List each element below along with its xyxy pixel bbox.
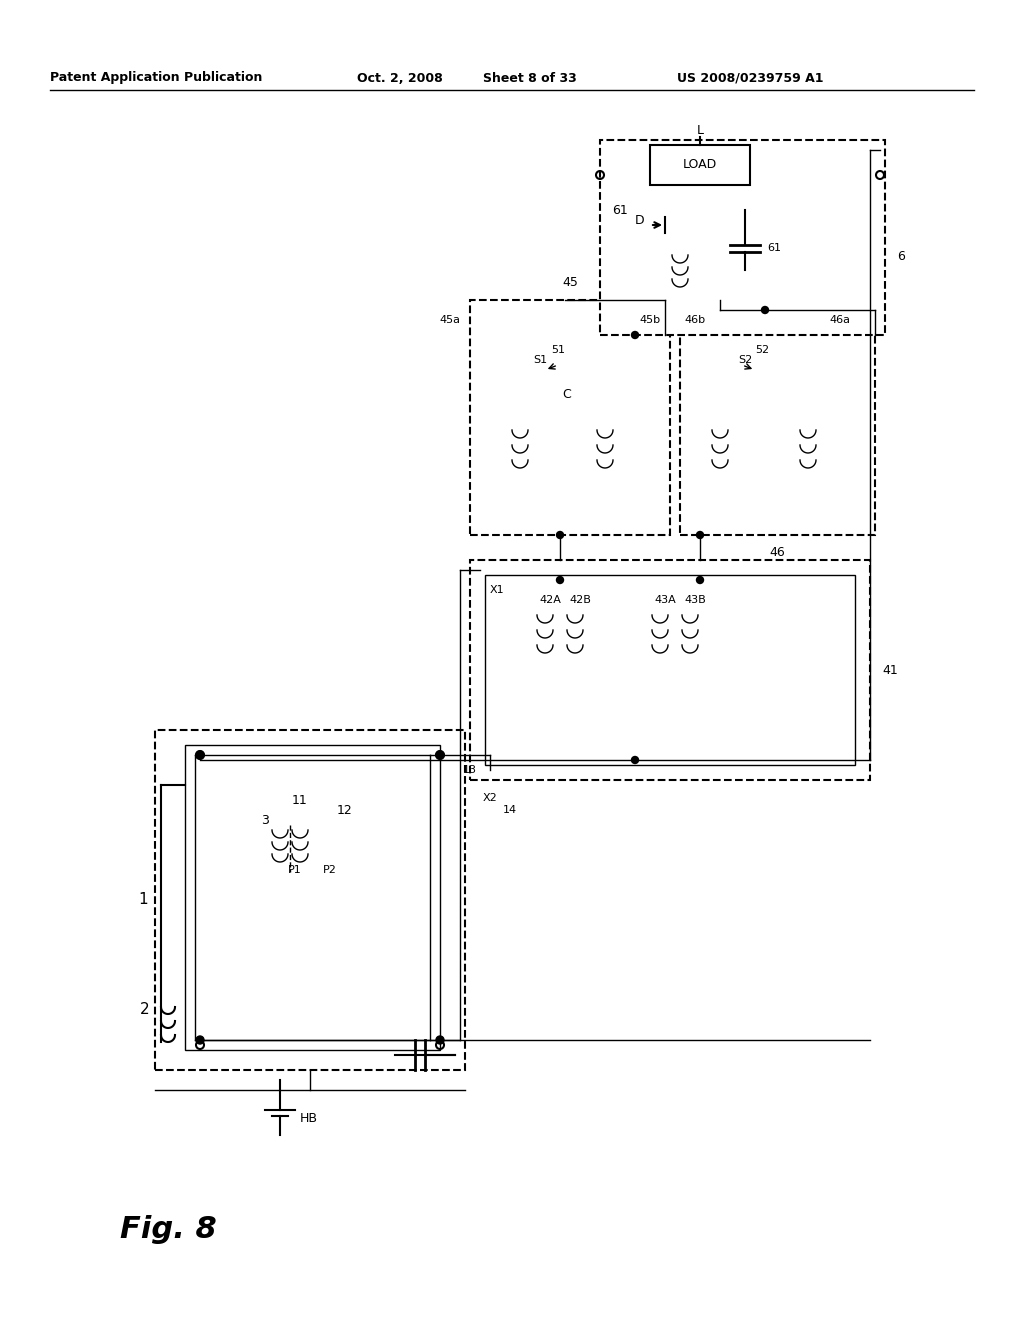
Text: 41: 41 [882, 664, 898, 676]
Text: 46b: 46b [684, 315, 706, 325]
Bar [650, 145, 750, 185]
Text: 3: 3 [261, 813, 269, 826]
Text: P1: P1 [288, 865, 302, 875]
Bar [680, 300, 874, 535]
Text: 45b: 45b [639, 315, 660, 325]
Text: HB: HB [300, 1111, 318, 1125]
Text: 45: 45 [562, 276, 578, 289]
Text: 2: 2 [140, 1002, 150, 1018]
Text: 43A: 43A [654, 595, 676, 605]
Text: Sheet 8 of 33: Sheet 8 of 33 [483, 71, 577, 84]
Circle shape [436, 1036, 444, 1044]
Text: Fig. 8: Fig. 8 [120, 1216, 217, 1245]
Bar [470, 300, 670, 535]
Circle shape [696, 577, 703, 583]
Text: X1: X1 [490, 585, 505, 595]
Bar [485, 576, 855, 766]
Text: D: D [635, 214, 645, 227]
Text: 43B: 43B [684, 595, 706, 605]
Text: 13: 13 [463, 766, 477, 775]
Circle shape [196, 751, 204, 759]
Bar [185, 744, 440, 1049]
Text: X2: X2 [482, 793, 498, 803]
Text: 42A: 42A [539, 595, 561, 605]
Circle shape [556, 577, 563, 583]
Text: 14: 14 [503, 805, 517, 814]
Text: 45a: 45a [439, 315, 461, 325]
Text: Oct. 2, 2008: Oct. 2, 2008 [357, 71, 442, 84]
Text: 51: 51 [551, 345, 565, 355]
Text: 1: 1 [138, 892, 147, 908]
Circle shape [762, 306, 768, 314]
Circle shape [632, 331, 639, 338]
Text: 61: 61 [612, 203, 628, 216]
Text: US 2008/0239759 A1: US 2008/0239759 A1 [677, 71, 823, 84]
Text: L: L [696, 124, 703, 136]
Bar [155, 730, 465, 1071]
Text: LOAD: LOAD [683, 158, 717, 172]
Circle shape [556, 532, 563, 539]
Text: S1: S1 [532, 355, 547, 366]
Text: 11: 11 [292, 793, 308, 807]
Text: 6: 6 [897, 251, 905, 264]
Text: 52: 52 [755, 345, 769, 355]
Text: 46a: 46a [829, 315, 851, 325]
Text: Patent Application Publication: Patent Application Publication [50, 71, 262, 84]
Text: 46: 46 [769, 546, 784, 560]
Circle shape [696, 532, 703, 539]
Text: C: C [562, 388, 571, 401]
Circle shape [632, 756, 639, 763]
Circle shape [196, 1036, 204, 1044]
Circle shape [436, 751, 444, 759]
Text: 12: 12 [337, 804, 353, 817]
Text: S2: S2 [738, 355, 752, 366]
Text: 61: 61 [767, 243, 781, 253]
Bar [470, 560, 870, 780]
Bar [600, 140, 885, 335]
Text: 42B: 42B [569, 595, 591, 605]
Text: P2: P2 [323, 865, 337, 875]
